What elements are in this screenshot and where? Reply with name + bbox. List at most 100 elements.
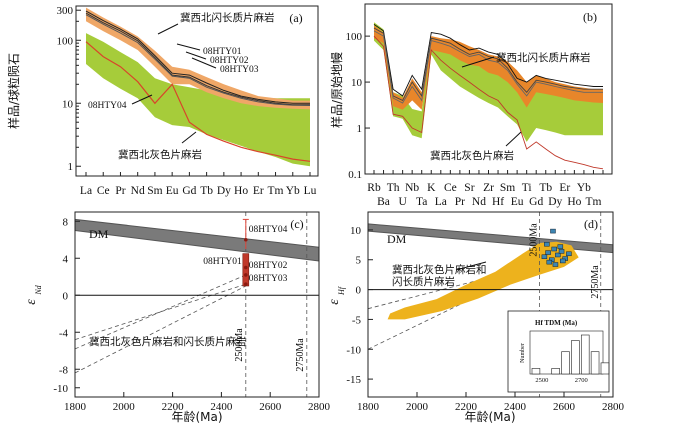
diorite-gneiss-field <box>374 25 603 110</box>
y-tick-label: -8 <box>59 364 69 376</box>
series-line-sample-low <box>373 35 604 170</box>
hf-data-point <box>544 241 550 247</box>
gray-gneiss-field <box>86 33 310 167</box>
x-tick-label-bottom: Hf <box>492 196 504 208</box>
y-axis-label: ε <box>24 299 39 305</box>
y-tick-label: -15 <box>346 374 361 386</box>
x-tick-label: 2800 <box>602 401 625 413</box>
annotation-line-2: 闪长质片麻岩 <box>392 275 455 288</box>
x-tick-label: Sm <box>147 185 162 197</box>
x-tick-label: Dy <box>217 185 231 197</box>
series-line-08HTY01 <box>85 10 310 104</box>
x-tick-label-top: Ce <box>444 182 457 194</box>
sample-label: 08HTY03 <box>220 65 259 75</box>
panel-label: (c) <box>290 217 303 231</box>
evolution-line <box>75 285 246 374</box>
y-tick-label: 1 <box>357 123 363 135</box>
hf-data-point <box>551 246 557 252</box>
series-line-08HTY04 <box>85 41 311 162</box>
evolution-line <box>75 274 246 350</box>
x-tick-label-top: K <box>427 182 436 194</box>
field-label-diorite: 冀西北闪长质片麻岩 <box>180 11 275 24</box>
annotation: 冀西北灰色片麻岩和闪长质片麻岩 <box>89 335 247 348</box>
x-tick-label: Tm <box>268 185 284 197</box>
evolution-line <box>368 265 540 350</box>
x-tick-label: 2000 <box>406 401 429 413</box>
series-line-08HTY03 <box>85 14 311 106</box>
y-tick-label: 0.1 <box>348 169 362 181</box>
x-tick-label: La <box>80 185 92 197</box>
x-tick-label: 2200 <box>162 401 185 413</box>
x-tick-label: Eu <box>166 185 179 197</box>
y-axis-label: ε <box>327 299 342 305</box>
field-label-diorite: 冀西北闪长质片麻岩 <box>496 51 591 64</box>
sample-label: 08HTY03 <box>249 274 288 284</box>
data-point-08HTY04 <box>244 237 248 242</box>
sample-label: 08HTY02 <box>249 261 288 271</box>
hf-data-point <box>546 259 553 265</box>
hf-data-point <box>555 252 561 258</box>
field-label-gray: 冀西北灰色片麻岩 <box>118 148 202 161</box>
x-tick-label: Ho <box>234 185 248 197</box>
x-tick-label: 2200 <box>455 401 478 413</box>
histogram-bar <box>531 368 541 375</box>
series-line-08HTY02 <box>85 12 310 106</box>
x-tick-label: 1800 <box>357 401 380 413</box>
histogram-bar <box>561 351 570 375</box>
leader-line <box>455 261 487 271</box>
x-tick-label: 2600 <box>553 401 576 413</box>
x-tick-label: Er <box>253 185 264 197</box>
y-tick-label: 10 <box>350 225 362 237</box>
panel-label: (a) <box>289 11 302 25</box>
x-axis-label: 年龄(Ma) <box>171 410 222 423</box>
y-tick-label: 4 <box>63 253 69 265</box>
dm-label: DM <box>387 232 407 246</box>
x-tick-label: 2000 <box>113 401 136 413</box>
x-tick-label-top: Tb <box>539 182 552 194</box>
x-tick-label-top: Sr <box>464 182 474 194</box>
sample-label: 08HTY01 <box>203 47 242 57</box>
y-tick-label: -10 <box>53 383 68 395</box>
x-tick-label: Nd <box>131 185 145 197</box>
x-tick-label-top: Nb <box>405 182 419 194</box>
age-line-label: 2750Ma <box>590 265 601 299</box>
y-tick-label: -5 <box>352 314 362 326</box>
y-axis-label: 样品/原始地幔 <box>329 52 344 128</box>
leader-line <box>131 94 153 105</box>
y-tick-label: 5 <box>356 255 362 267</box>
panel-label: (d) <box>584 217 598 231</box>
x-tick-label-bottom: Ba <box>377 196 390 208</box>
panel-a-frame <box>75 5 319 177</box>
x-tick-label-top: Er <box>559 182 570 194</box>
y-tick-label: 0 <box>63 290 69 302</box>
dm-label: DM <box>89 227 109 241</box>
histogram-bar <box>600 362 610 375</box>
leader-line <box>176 43 201 51</box>
x-tick-label-bottom: Dy <box>548 196 562 208</box>
x-tick-label: 2800 <box>308 401 331 413</box>
histogram-bar <box>580 334 590 375</box>
x-tick-label-bottom: U <box>398 196 407 208</box>
panel-d-plot <box>368 212 613 397</box>
evolution-line <box>75 283 246 341</box>
zircon-field <box>387 241 579 320</box>
x-tick-label: 2600 <box>259 401 282 413</box>
y-tick-label: 100 <box>57 35 74 47</box>
hf-data-point <box>557 244 564 249</box>
age-line-label: 2750Ma <box>295 338 306 372</box>
y-tick-label: 10 <box>351 77 363 89</box>
age-line-label: 2500Ma <box>234 328 245 362</box>
hf-data-point <box>545 250 551 255</box>
histogram-bar <box>571 340 580 375</box>
x-tick-label-bottom: Tm <box>585 196 601 208</box>
x-tick-label-top: Th <box>387 182 400 194</box>
x-tick-label: Yb <box>286 185 300 197</box>
x-tick-label: Pr <box>115 185 125 197</box>
leader-line <box>191 57 217 69</box>
hf-data-point <box>566 251 572 257</box>
y-axis-label-sub: Nd <box>34 284 43 295</box>
y-tick-label: 0 <box>356 285 362 297</box>
histogram-bar <box>551 368 560 375</box>
series-line-sample-1 <box>373 24 603 97</box>
